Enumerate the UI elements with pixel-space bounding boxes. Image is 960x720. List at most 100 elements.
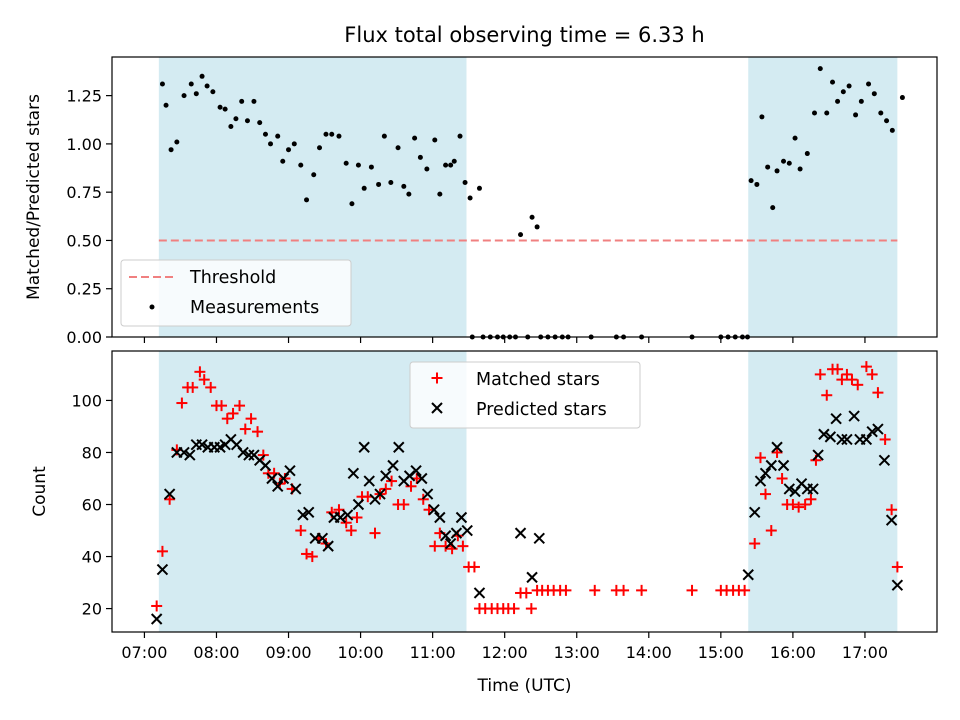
matched-stars-point bbox=[429, 540, 441, 552]
predicted-stars-point bbox=[830, 412, 842, 425]
y-tick-label: 80 bbox=[82, 443, 102, 462]
predicted-stars-point bbox=[380, 470, 392, 482]
measurement-point bbox=[298, 162, 304, 168]
measurement-point bbox=[239, 98, 245, 104]
predicted-stars-point bbox=[872, 423, 884, 435]
predicted-stars-legend-label: Predicted stars bbox=[476, 400, 607, 420]
matched-stars-point bbox=[369, 527, 381, 539]
measurement-point bbox=[448, 162, 454, 168]
measurement-point bbox=[830, 79, 836, 85]
measurement-point bbox=[792, 135, 798, 141]
matched-stars-point bbox=[205, 381, 217, 393]
x-tick-label: 16:00 bbox=[770, 643, 816, 662]
predicted-stars-point bbox=[866, 425, 878, 438]
measurement-point bbox=[846, 83, 852, 89]
predicted-stars-legend-marker bbox=[431, 402, 443, 414]
measurement-point bbox=[889, 127, 895, 133]
predicted-stars-point bbox=[352, 498, 365, 511]
matched-stars-point bbox=[398, 499, 410, 511]
measurement-point bbox=[774, 168, 780, 174]
measurement-point bbox=[759, 114, 765, 120]
matched-stars-point bbox=[351, 512, 363, 524]
bottom-legend: Matched stars Predicted stars bbox=[409, 361, 641, 429]
predicted-stars-point bbox=[347, 467, 360, 479]
matched-stars-point bbox=[198, 374, 210, 386]
predicted-stars-point bbox=[783, 483, 795, 495]
measurement-point bbox=[467, 195, 473, 201]
predicted-stars-point bbox=[885, 514, 898, 526]
predicted-stars-point bbox=[387, 459, 399, 472]
measurement-point bbox=[368, 164, 374, 170]
predicted-stars-point bbox=[410, 464, 422, 477]
measurement-point bbox=[193, 91, 199, 97]
measurement-point bbox=[858, 98, 864, 104]
predicted-stars-point bbox=[526, 571, 538, 584]
measurement-point bbox=[804, 151, 810, 157]
predicted-stars-point bbox=[455, 511, 468, 524]
matched-stars-point bbox=[252, 426, 264, 438]
measurement-point bbox=[424, 166, 430, 172]
top-legend: Threshold Measurements bbox=[120, 259, 352, 327]
y-tick-label: 0.25 bbox=[66, 280, 102, 299]
matched-stars-point bbox=[793, 501, 805, 513]
measurement-point bbox=[812, 110, 818, 116]
predicted-stars-point bbox=[533, 532, 545, 545]
matched-stars-point bbox=[306, 551, 318, 563]
matched-stars-point bbox=[345, 525, 357, 537]
predicted-stars-point bbox=[473, 587, 486, 599]
measurement-point bbox=[286, 147, 292, 153]
matched-stars-point bbox=[754, 452, 766, 464]
matched-stars-point bbox=[771, 446, 783, 458]
x-axis-label: Time (UTC) bbox=[477, 676, 572, 696]
measurement-point bbox=[824, 110, 830, 116]
measurement-point bbox=[233, 116, 239, 122]
measurement-point bbox=[323, 131, 329, 137]
measurements-legend-marker bbox=[149, 304, 155, 310]
predicted-stars-point bbox=[302, 506, 315, 519]
matched-stars-point bbox=[239, 423, 251, 435]
measurement-point bbox=[251, 98, 257, 104]
measurement-point bbox=[244, 118, 250, 124]
measurement-point bbox=[770, 205, 776, 211]
predicted-stars-point bbox=[824, 431, 837, 443]
predicted-stars-point bbox=[297, 509, 309, 521]
measurement-point bbox=[336, 133, 342, 139]
x-tick-label: 17:00 bbox=[842, 643, 888, 662]
predicted-stars-point bbox=[316, 532, 329, 545]
measurement-point bbox=[395, 145, 401, 151]
predicted-stars-point bbox=[818, 428, 830, 440]
matched-stars-point bbox=[739, 584, 751, 596]
measurement-point bbox=[476, 185, 482, 191]
measurement-point bbox=[210, 89, 216, 95]
measurement-point bbox=[754, 181, 760, 187]
predicted-stars-point bbox=[421, 488, 434, 500]
predicted-stars-point bbox=[284, 464, 296, 477]
measurement-point bbox=[401, 183, 407, 189]
matched-stars-point bbox=[836, 374, 848, 386]
predicted-stars-point bbox=[416, 472, 428, 485]
predicted-stars-point bbox=[156, 563, 169, 576]
measurement-point bbox=[840, 89, 846, 95]
y-tick-label: 1.00 bbox=[66, 135, 102, 154]
measurement-point bbox=[228, 124, 234, 130]
x-tick-label: 10:00 bbox=[338, 643, 384, 662]
predicted-stars-point bbox=[836, 433, 848, 446]
measurement-point bbox=[329, 131, 335, 137]
matched-stars-point bbox=[814, 368, 826, 380]
observing-window-shade bbox=[748, 351, 898, 632]
predicted-stars-point bbox=[771, 441, 783, 453]
predicted-stars-point bbox=[759, 467, 772, 479]
predicted-stars-point bbox=[259, 459, 272, 472]
measurement-point bbox=[835, 98, 841, 104]
measurement-point bbox=[304, 197, 310, 203]
matched-stars-point bbox=[221, 413, 233, 425]
measurement-point bbox=[786, 160, 792, 166]
matched-stars-point bbox=[468, 561, 480, 573]
predicted-stars-point bbox=[237, 446, 249, 459]
measurement-point bbox=[257, 120, 263, 126]
matched-stars-point bbox=[380, 483, 392, 495]
matched-stars-point bbox=[805, 493, 817, 505]
matched-stars-point bbox=[164, 493, 176, 505]
matched-stars-point bbox=[589, 584, 601, 596]
threshold-legend-label: Threshold bbox=[189, 268, 276, 288]
